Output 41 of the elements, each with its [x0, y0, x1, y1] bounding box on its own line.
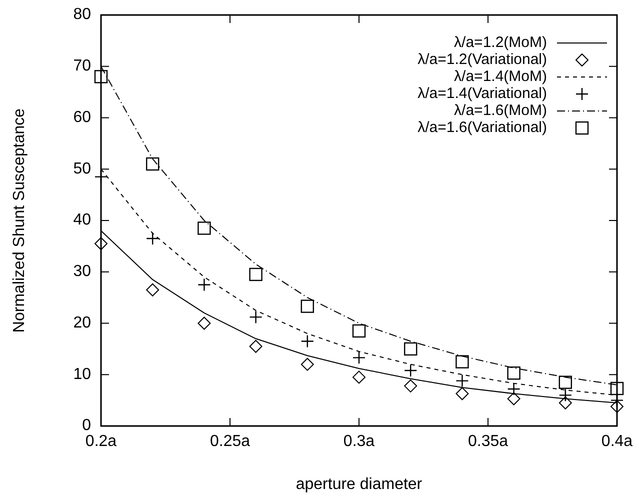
point — [300, 300, 314, 313]
point — [198, 316, 211, 330]
legend-label: λ/a=1.2(Variational) — [418, 50, 548, 68]
legend-label: λ/a=1.6(MoM) — [454, 102, 547, 119]
y-axis-title: Normalized Shunt Susceptance — [11, 108, 28, 333]
legend-label: λ/a=1.4(MoM) — [454, 68, 547, 85]
point — [146, 157, 160, 171]
y-tick-label: 0 — [82, 417, 92, 434]
point — [94, 70, 108, 84]
y-tick-label: 50 — [73, 160, 92, 178]
point — [352, 324, 366, 338]
point — [610, 400, 624, 413]
x-axis-title: aperture diameter — [296, 476, 423, 493]
x-tick-label: 0.4a — [601, 433, 633, 450]
x-tick-label: 0.3a — [343, 433, 375, 450]
point — [507, 392, 520, 406]
point — [249, 268, 262, 282]
y-tick-label: 20 — [73, 314, 92, 332]
point — [558, 376, 572, 389]
y-tick-label: 30 — [73, 263, 92, 280]
point — [198, 222, 211, 235]
point — [146, 283, 160, 296]
point — [249, 340, 262, 353]
point — [300, 358, 314, 371]
x-tick-label: 0.35a — [468, 433, 508, 450]
x-tick-label: 0.2a — [85, 433, 117, 450]
legend-label: λ/a=1.4(Variational) — [418, 84, 548, 102]
point — [404, 342, 418, 356]
point — [507, 366, 520, 380]
legend-label: λ/a=1.2(MoM) — [454, 34, 547, 51]
y-tick-label: 60 — [73, 108, 92, 126]
point — [610, 382, 624, 396]
point — [456, 355, 469, 368]
y-tick-label: 10 — [73, 366, 92, 383]
point — [404, 379, 418, 392]
y-tick-label: 40 — [73, 212, 92, 229]
y-tick-label: 70 — [73, 58, 92, 75]
legend-label: λ/a=1.6(Variational) — [418, 118, 548, 136]
x-tick-label: 0.25a — [210, 433, 250, 450]
y-tick-label: 80 — [73, 6, 92, 24]
point — [456, 387, 469, 400]
